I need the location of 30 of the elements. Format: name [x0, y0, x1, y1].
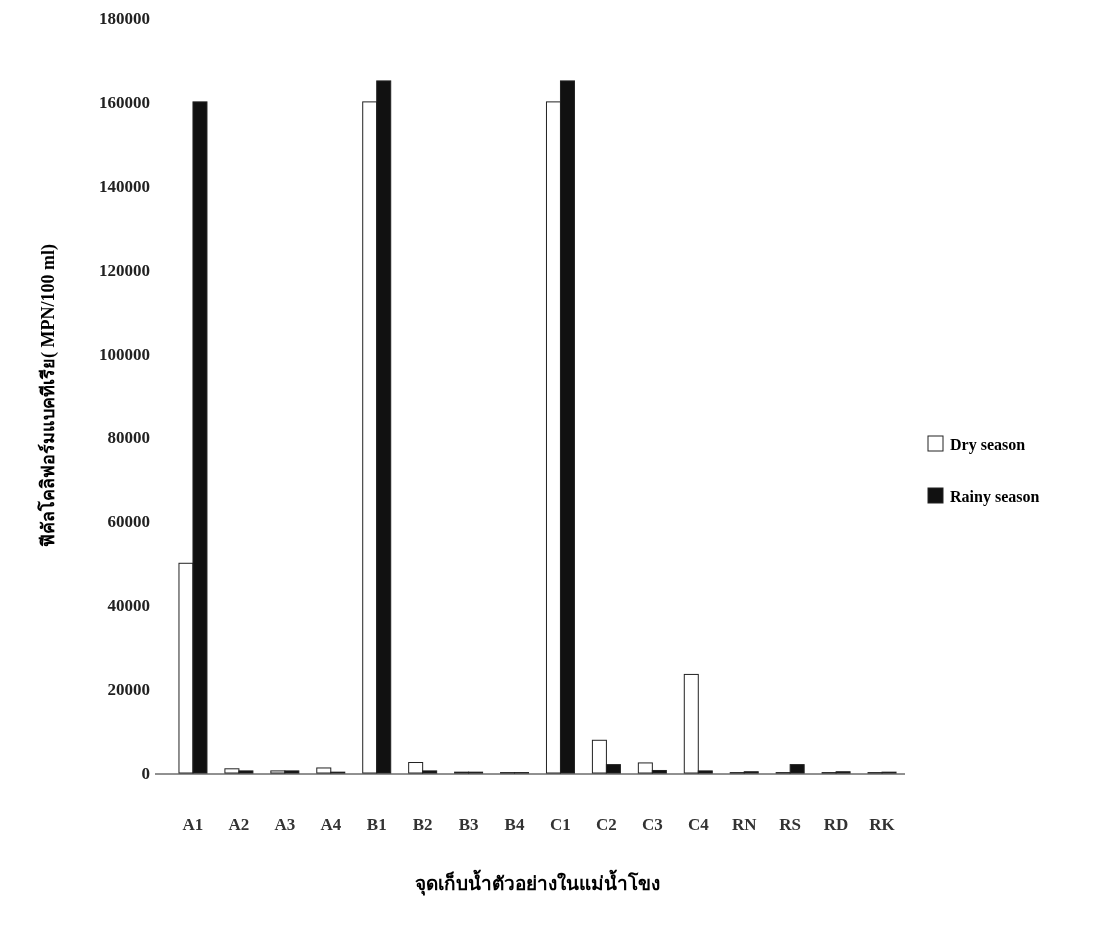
- x-tick-label: RD: [823, 815, 849, 834]
- x-tick-label: C4: [687, 815, 710, 834]
- y-tick-label: 80000: [107, 428, 150, 448]
- y-tick-label: 60000: [107, 512, 150, 532]
- x-tick-label: A4: [320, 815, 342, 834]
- x-tick-label: C2: [596, 815, 617, 834]
- x-tick-label: B2: [412, 815, 433, 834]
- x-axis-title: จุดเก็บน้ำตัวอย่างในแม่น้ำโขง: [415, 869, 660, 896]
- y-tick-label: 120000: [99, 260, 150, 280]
- y-axis-title: ฟีคัลโคลิฟอร์มแบคทีเรีย( MPN/100 ml): [37, 244, 59, 547]
- y-tick-label: 20000: [107, 680, 150, 700]
- x-tick-label: C1: [550, 815, 571, 834]
- x-tick-label: RN: [731, 815, 758, 834]
- y-tick-label: 140000: [99, 176, 150, 196]
- x-tick-label: RS: [779, 815, 802, 834]
- x-tick-label: B3: [458, 815, 479, 834]
- legend-label: Dry season: [950, 436, 1026, 454]
- x-tick-label: RK: [869, 815, 896, 834]
- y-tick-label: 0: [141, 764, 150, 783]
- y-tick-label: 180000: [99, 9, 150, 28]
- y-tick-label: 100000: [99, 344, 150, 364]
- x-tick-label: A1: [182, 815, 204, 834]
- y-tick-label: 160000: [99, 92, 150, 112]
- x-tick-label: B1: [366, 815, 387, 834]
- x-tick-label: A2: [228, 815, 250, 834]
- x-tick-label: C3: [641, 815, 663, 834]
- y-tick-label: 40000: [107, 596, 150, 616]
- legend-label: Rainy season: [950, 488, 1040, 506]
- x-tick-label: B4: [504, 815, 525, 834]
- x-tick-label: A3: [274, 815, 296, 834]
